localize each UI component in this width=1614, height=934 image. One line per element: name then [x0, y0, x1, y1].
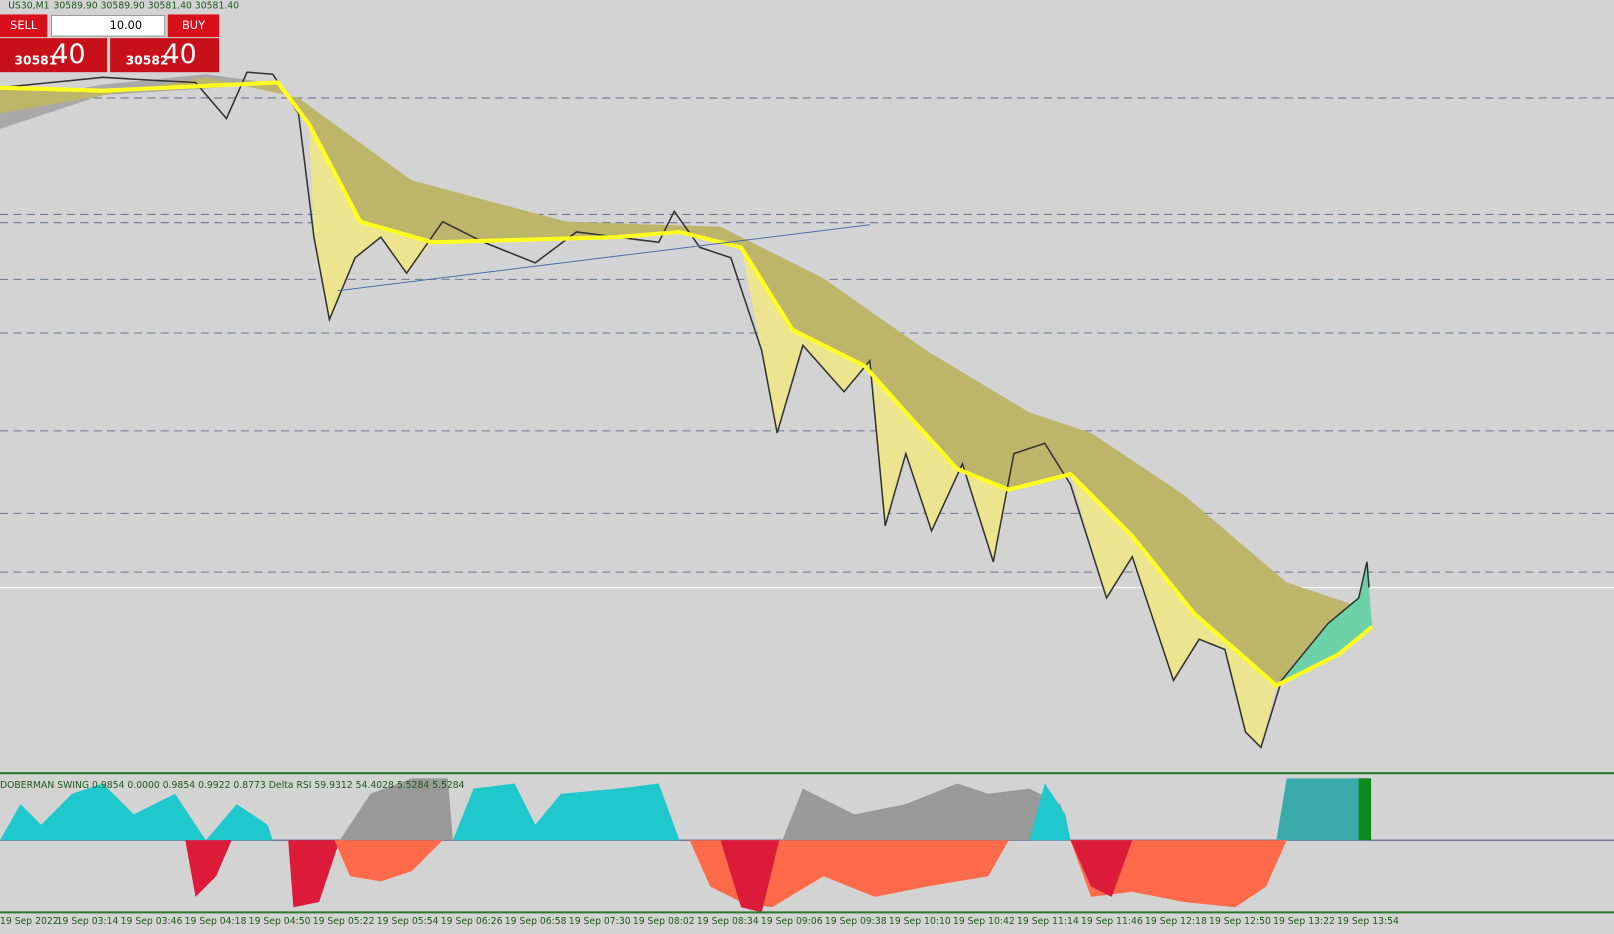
fast-fill [1070, 474, 1277, 748]
bear-histogram [288, 840, 340, 908]
trade-panel: SELL 10.00 BUY 30581 40 30582 40 [0, 14, 220, 73]
time-label: 19 Sep 11:46 [1081, 916, 1143, 927]
fast-fill [308, 123, 433, 320]
time-label: 19 Sep 06:58 [505, 916, 567, 927]
time-label: 19 Sep 09:06 [761, 916, 823, 927]
bull-histogram [452, 783, 680, 841]
indicator-label: DOBERMAN SWING 0.9854 0.0000 0.9854 0.99… [0, 780, 465, 791]
neutral-histogram [339, 778, 453, 841]
price-levels [0, 97, 1614, 589]
fast-ma [0, 80, 1374, 689]
time-label: 19 Sep 11:14 [1017, 916, 1079, 927]
time-label: 19 Sep 08:34 [697, 916, 759, 927]
time-label: 19 Sep 04:50 [249, 916, 311, 927]
buy-price-main: 30582 [126, 53, 169, 67]
lot-input[interactable] [50, 14, 166, 37]
sell-price-box[interactable] [0, 38, 108, 73]
bear-histogram [720, 840, 780, 913]
time-label: 19 Sep 12:18 [1145, 916, 1207, 927]
time-label: 19 Sep 03:46 [121, 916, 183, 927]
bear-histogram [1070, 840, 1133, 897]
symbol: US30,M1 [8, 1, 49, 12]
indicator-panel: DOBERMAN SWING 0.9854 0.0000 0.9854 0.99… [0, 772, 1614, 914]
fast-fill [741, 247, 1009, 562]
trend-line [337, 224, 870, 292]
slow-band [0, 77, 1373, 686]
time-label: 19 Sep 12:50 [1209, 916, 1271, 927]
sell-price-pips: 40 [51, 39, 85, 70]
buy-price-box[interactable] [110, 38, 220, 73]
time-label: 19 Sep 05:22 [313, 916, 375, 927]
time-label: 19 Sep 13:22 [1273, 916, 1335, 927]
buy-button[interactable] [167, 14, 220, 38]
lot-value: 10.00 [110, 18, 142, 32]
neutral-histogram [782, 783, 1071, 841]
sell-price-main: 30581 [14, 53, 57, 67]
bull-histogram [1276, 778, 1370, 841]
time-label: 19 Sep 09:38 [825, 916, 887, 927]
time-label: 19 Sep 08:02 [633, 916, 695, 927]
bear-histogram [334, 840, 443, 882]
time-label: 19 Sep 10:10 [889, 916, 951, 927]
time-label: 19 Sep 04:18 [185, 916, 247, 927]
time-label: 19 Sep 06:26 [441, 916, 503, 927]
time-label: 19 Sep 03:14 [57, 916, 119, 927]
buy-price-pips: 40 [163, 39, 197, 70]
time-label: 19 Sep 05:54 [377, 916, 439, 927]
bear-histogram [185, 840, 232, 897]
time-label: 19 Sep 07:30 [569, 916, 631, 927]
ohlc: 30589.90 30589.90 30581.40 30581.40 [54, 1, 240, 12]
sell-label: SELL [10, 18, 38, 32]
bull-bar [1358, 778, 1372, 841]
bull-histogram [1029, 783, 1071, 841]
bull-histogram [0, 783, 273, 841]
buy-label: BUY [182, 18, 205, 32]
time-label: 19 Sep 2022 [0, 916, 59, 927]
time-label: 19 Sep 13:54 [1337, 916, 1399, 927]
time-label: 19 Sep 10:42 [953, 916, 1015, 927]
sell-button[interactable] [0, 14, 48, 38]
